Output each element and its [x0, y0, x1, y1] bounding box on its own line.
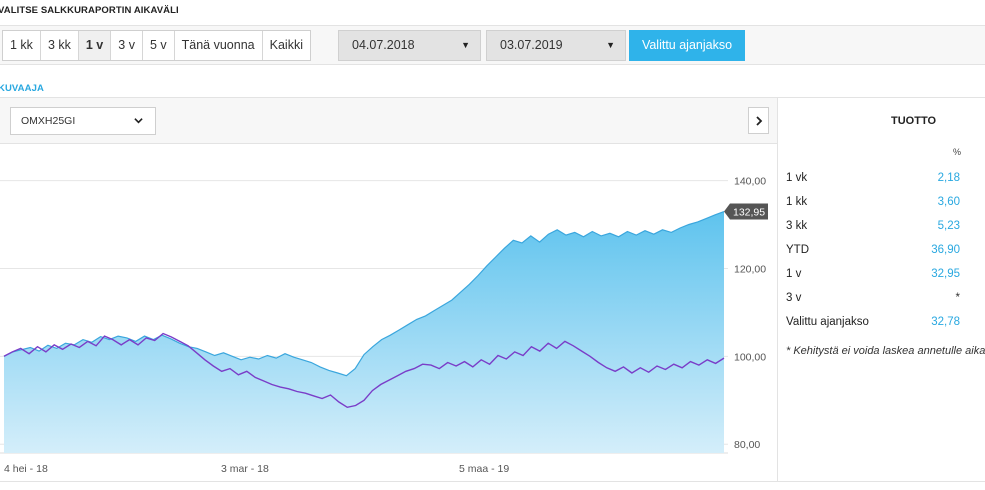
end-date-value: 03.07.2019	[500, 38, 563, 52]
return-value: 2,18	[937, 172, 960, 184]
return-value: 32,78	[931, 316, 960, 328]
performance-chart: 140,00 120,00 100,00 80,00 4 hei - 18 3 mar -…	[0, 176, 768, 475]
return-row-1v: 1 v 32,95	[786, 264, 976, 284]
return-value: 3,60	[937, 196, 960, 208]
returns-title: TUOTTO	[891, 115, 937, 127]
start-date-select[interactable]: 04.07.2018 ▼	[338, 30, 481, 61]
range-toolbar: 1 kk 3 kk 1 v 3 v 5 v Tänä vuonna Kaikki…	[0, 25, 985, 65]
chart-section-title: KUVAAJA	[0, 83, 44, 94]
apply-range-button[interactable]: Valittu ajanjakso	[629, 30, 745, 61]
percent-header: %	[953, 147, 962, 157]
period-1v-button[interactable]: 1 v	[78, 31, 112, 60]
y-tick-label: 100,00	[734, 351, 766, 363]
returns-panel: TUOTTO % 1 vk 2,18 1 kk 3,60 3 kk 5,23 Y…	[778, 97, 985, 482]
chart-controls: OMXH25GI	[0, 98, 777, 144]
last-value-label: 132,95	[733, 207, 765, 219]
portfolio-area	[4, 211, 724, 453]
period-5v-button[interactable]: 5 v	[142, 31, 175, 60]
return-row-1vk: 1 vk 2,18	[786, 168, 976, 188]
period-all-button[interactable]: Kaikki	[262, 31, 310, 60]
period-3v-button[interactable]: 3 v	[111, 31, 143, 60]
period-1kk-button[interactable]: 1 kk	[3, 31, 41, 60]
portfolio-line	[3, 211, 725, 377]
returns-footnote: * Kehitystä ei voida laskea annetulle ai…	[786, 345, 985, 357]
return-value: 32,95	[931, 268, 960, 280]
y-tick-label: 120,00	[734, 263, 766, 275]
end-date-select[interactable]: 03.07.2019 ▼	[486, 30, 626, 61]
chevron-right-icon	[756, 116, 763, 126]
return-row-3kk: 3 kk 5,23	[786, 216, 976, 236]
x-tick-label: 4 hei - 18	[4, 463, 48, 475]
return-label: 1 vk	[786, 172, 808, 184]
y-tick-label: 140,00	[734, 176, 766, 188]
return-label: Valittu ajanjakso	[786, 316, 869, 328]
x-tick-label: 5 maa - 19	[459, 463, 509, 475]
index-line	[3, 332, 725, 409]
period-ytd-button[interactable]: Tänä vuonna	[174, 31, 263, 60]
return-row-3v: 3 v *	[786, 288, 976, 308]
caret-down-icon: ▼	[606, 40, 615, 50]
return-label: 3 v	[786, 292, 802, 304]
chart-panel: OMXH25GI	[0, 97, 778, 482]
return-label: YTD	[786, 244, 809, 256]
chevron-down-icon	[134, 118, 143, 124]
x-tick-label: 3 mar - 18	[221, 463, 269, 475]
return-label: 1 v	[786, 268, 802, 280]
return-row-ytd: YTD 36,90	[786, 240, 976, 260]
index-select[interactable]: OMXH25GI	[10, 107, 156, 135]
index-select-value: OMXH25GI	[21, 115, 76, 127]
return-value: 5,23	[937, 220, 960, 232]
start-date-value: 04.07.2018	[352, 38, 415, 52]
last-value-badge: 132,95	[724, 203, 768, 220]
period-selector: 1 kk 3 kk 1 v 3 v 5 v Tänä vuonna Kaikki	[2, 30, 311, 61]
chart-next-button[interactable]	[748, 107, 769, 134]
return-value: *	[955, 292, 960, 304]
return-value: 36,90	[931, 244, 960, 256]
return-row-selected: Valittu ajanjakso 32,78	[786, 312, 976, 332]
range-section-title: VALITSE SALKKURAPORTIN AIKAVÄLI	[0, 5, 179, 16]
return-label: 1 kk	[786, 196, 808, 208]
y-tick-label: 80,00	[734, 439, 760, 451]
period-3kk-button[interactable]: 3 kk	[40, 31, 79, 60]
return-row-1kk: 1 kk 3,60	[786, 192, 976, 212]
return-label: 3 kk	[786, 220, 808, 232]
caret-down-icon: ▼	[461, 40, 470, 50]
